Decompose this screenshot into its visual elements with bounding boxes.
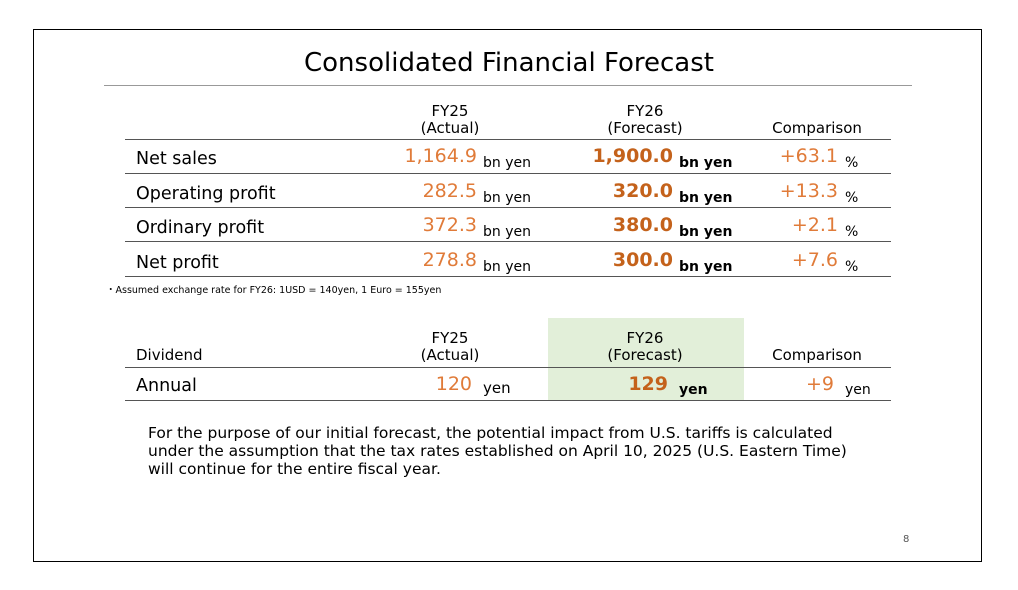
comparison-value: +63.1 — [779, 145, 838, 167]
dividend-fy25-value: 120 — [435, 373, 472, 395]
dividend-fy25-label: FY25 — [431, 329, 469, 347]
comparison-unit: % — [845, 155, 859, 171]
comparison-value: +13.3 — [779, 180, 838, 202]
dividend-fy26-value: 129 — [628, 373, 668, 395]
fy25-value: 372.3 — [422, 214, 477, 236]
fy26-value: 380.0 — [612, 214, 673, 236]
fy25-value: 1,164.9 — [404, 145, 477, 167]
fy26-value: 1,900.0 — [592, 145, 673, 167]
fy26-unit: bn yen — [679, 259, 733, 275]
title-divider — [104, 85, 912, 86]
comparison-value: +7.6 — [791, 249, 838, 271]
dividend-fy25-sub: (Actual) — [420, 346, 480, 364]
header-fy25-sub: (Actual) — [420, 119, 480, 137]
fy26-unit: bn yen — [679, 155, 733, 171]
table-header-rule — [125, 139, 891, 140]
row-divider — [125, 276, 891, 277]
fy26-unit: bn yen — [679, 224, 733, 240]
row-label: Ordinary profit — [136, 218, 265, 238]
fy26-value: 300.0 — [612, 249, 673, 271]
page-title: Consolidated Financial Forecast — [304, 48, 714, 78]
row-label: Operating profit — [136, 184, 276, 204]
comparison-unit: % — [845, 259, 859, 275]
dividend-fy26-sub: (Forecast) — [607, 346, 683, 364]
dividend-comparison-unit: yen — [845, 382, 871, 398]
dividend-header-rule — [125, 367, 891, 368]
fy25-unit: bn yen — [483, 190, 531, 206]
fy25-unit: bn yen — [483, 259, 531, 275]
page-number: 8 — [903, 534, 910, 545]
fy26-unit: bn yen — [679, 190, 733, 206]
dividend-fy26-label: FY26 — [626, 329, 664, 347]
tariff-assumption-paragraph: For the purpose of our initial forecast,… — [148, 424, 847, 478]
header-comparison: Comparison — [772, 119, 862, 137]
fy25-value: 278.8 — [422, 249, 477, 271]
dividend-header: Dividend — [136, 346, 203, 364]
comparison-unit: % — [845, 190, 859, 206]
row-label: Net profit — [136, 253, 219, 273]
row-divider — [125, 241, 891, 242]
fy26-highlight — [548, 318, 744, 401]
fy25-unit: bn yen — [483, 224, 531, 240]
dividend-fy26-unit: yen — [679, 382, 708, 398]
row-divider — [125, 207, 891, 208]
slide-frame — [33, 29, 982, 562]
row-divider — [125, 173, 891, 174]
exchange-rate-note: ・Assumed exchange rate for FY26: 1USD = … — [106, 285, 442, 296]
fy26-value: 320.0 — [612, 180, 673, 202]
dividend-row-label: Annual — [136, 376, 197, 396]
header-fy26-label: FY26 — [626, 102, 664, 120]
comparison-value: +2.1 — [791, 214, 838, 236]
header-fy25-label: FY25 — [431, 102, 469, 120]
dividend-header-fy26: FY26 (Forecast) — [585, 330, 705, 364]
fy25-value: 282.5 — [422, 180, 477, 202]
header-fy26: FY26 (Forecast) — [585, 103, 705, 137]
header-fy25: FY25 (Actual) — [400, 103, 500, 137]
header-fy26-sub: (Forecast) — [607, 119, 683, 137]
dividend-fy25-unit: yen — [483, 379, 511, 397]
comparison-unit: % — [845, 224, 859, 240]
dividend-row-divider — [125, 400, 891, 401]
fy25-unit: bn yen — [483, 155, 531, 171]
dividend-header-comparison: Comparison — [772, 346, 862, 364]
dividend-header-fy25: FY25 (Actual) — [400, 330, 500, 364]
row-label: Net sales — [136, 149, 217, 169]
dividend-comparison-value: +9 — [805, 373, 834, 395]
